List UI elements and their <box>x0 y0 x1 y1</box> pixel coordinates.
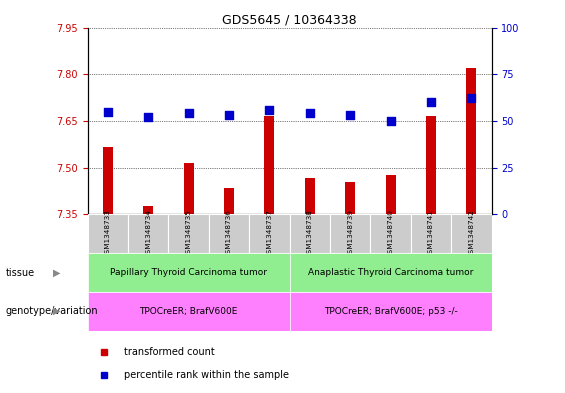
Bar <box>143 206 153 214</box>
Bar <box>330 214 371 253</box>
Point <box>103 108 112 115</box>
Text: ▶: ▶ <box>53 268 60 277</box>
Text: ▶: ▶ <box>53 306 60 316</box>
Bar <box>385 175 396 214</box>
Point <box>467 95 476 101</box>
Bar <box>290 253 492 292</box>
Bar <box>88 253 290 292</box>
Text: percentile rank within the sample: percentile rank within the sample <box>124 370 289 380</box>
Text: GSM1348738: GSM1348738 <box>307 209 313 258</box>
Title: GDS5645 / 10364338: GDS5645 / 10364338 <box>222 13 357 26</box>
Point <box>305 110 314 116</box>
Text: GSM1348733: GSM1348733 <box>105 209 111 258</box>
Bar <box>290 214 330 253</box>
Text: TPOCreER; BrafV600E; p53 -/-: TPOCreER; BrafV600E; p53 -/- <box>324 307 458 316</box>
Text: tissue: tissue <box>6 268 35 277</box>
Text: TPOCreER; BrafV600E: TPOCreER; BrafV600E <box>140 307 238 316</box>
Text: GSM1348740: GSM1348740 <box>388 209 394 258</box>
Text: genotype/variation: genotype/variation <box>6 306 98 316</box>
Bar <box>305 178 315 214</box>
Bar <box>224 188 234 214</box>
Bar <box>466 68 476 214</box>
Bar <box>168 214 209 253</box>
Bar <box>103 147 113 214</box>
Bar <box>411 214 451 253</box>
Point <box>427 99 436 105</box>
Bar <box>264 116 275 214</box>
Bar <box>345 182 355 214</box>
Text: GSM1348741: GSM1348741 <box>428 209 434 258</box>
Point <box>265 107 274 113</box>
Text: Anaplastic Thyroid Carcinoma tumor: Anaplastic Thyroid Carcinoma tumor <box>308 268 473 277</box>
Bar <box>209 214 249 253</box>
Text: GSM1348742: GSM1348742 <box>468 209 475 258</box>
Bar <box>451 214 492 253</box>
Text: Papillary Thyroid Carcinoma tumor: Papillary Thyroid Carcinoma tumor <box>110 268 267 277</box>
Point <box>184 110 193 116</box>
Text: transformed count: transformed count <box>124 347 215 357</box>
Text: GSM1348739: GSM1348739 <box>347 209 353 258</box>
Text: GSM1348736: GSM1348736 <box>226 209 232 258</box>
Bar <box>426 116 436 214</box>
Bar <box>128 214 168 253</box>
Bar <box>184 163 194 214</box>
Bar <box>88 292 290 331</box>
Text: GSM1348735: GSM1348735 <box>185 209 192 258</box>
Text: GSM1348737: GSM1348737 <box>266 209 272 258</box>
Point <box>386 118 395 124</box>
Bar <box>88 214 128 253</box>
Bar <box>371 214 411 253</box>
Bar <box>249 214 289 253</box>
Point <box>144 114 153 120</box>
Point <box>224 112 233 118</box>
Bar <box>290 292 492 331</box>
Point <box>346 112 355 118</box>
Text: GSM1348734: GSM1348734 <box>145 209 151 258</box>
